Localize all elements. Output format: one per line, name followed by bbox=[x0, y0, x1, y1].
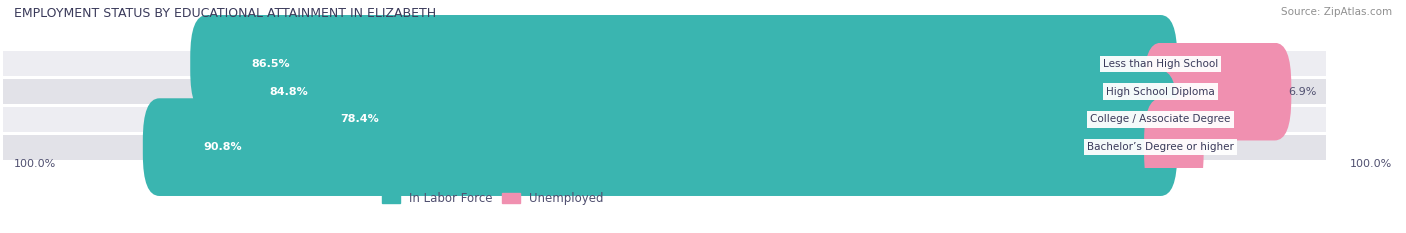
Text: 6.9%: 6.9% bbox=[1288, 87, 1316, 97]
Text: 100.0%: 100.0% bbox=[14, 159, 56, 169]
FancyBboxPatch shape bbox=[3, 107, 1326, 132]
Text: 0.0%: 0.0% bbox=[1177, 59, 1205, 69]
Text: 86.5%: 86.5% bbox=[250, 59, 290, 69]
Text: College / Associate Degree: College / Associate Degree bbox=[1091, 114, 1230, 124]
Text: Less than High School: Less than High School bbox=[1102, 59, 1218, 69]
Legend: In Labor Force, Unemployed: In Labor Force, Unemployed bbox=[377, 187, 609, 209]
FancyBboxPatch shape bbox=[1144, 43, 1291, 140]
Text: 0.0%: 0.0% bbox=[1177, 114, 1205, 124]
Text: High School Diploma: High School Diploma bbox=[1107, 87, 1215, 97]
Text: Source: ZipAtlas.com: Source: ZipAtlas.com bbox=[1281, 7, 1392, 17]
Text: EMPLOYMENT STATUS BY EDUCATIONAL ATTAINMENT IN ELIZABETH: EMPLOYMENT STATUS BY EDUCATIONAL ATTAINM… bbox=[14, 7, 436, 20]
FancyBboxPatch shape bbox=[3, 79, 1326, 104]
Text: 78.4%: 78.4% bbox=[340, 114, 380, 124]
FancyBboxPatch shape bbox=[190, 15, 1177, 113]
FancyBboxPatch shape bbox=[3, 135, 1326, 160]
FancyBboxPatch shape bbox=[1144, 98, 1204, 196]
FancyBboxPatch shape bbox=[143, 98, 1177, 196]
FancyBboxPatch shape bbox=[280, 71, 1177, 168]
FancyBboxPatch shape bbox=[3, 51, 1326, 76]
Text: 84.8%: 84.8% bbox=[270, 87, 308, 97]
Text: Bachelor’s Degree or higher: Bachelor’s Degree or higher bbox=[1087, 142, 1234, 152]
Text: 1.6%: 1.6% bbox=[1201, 142, 1229, 152]
FancyBboxPatch shape bbox=[209, 43, 1177, 140]
Text: 100.0%: 100.0% bbox=[1350, 159, 1392, 169]
Text: 90.8%: 90.8% bbox=[204, 142, 242, 152]
